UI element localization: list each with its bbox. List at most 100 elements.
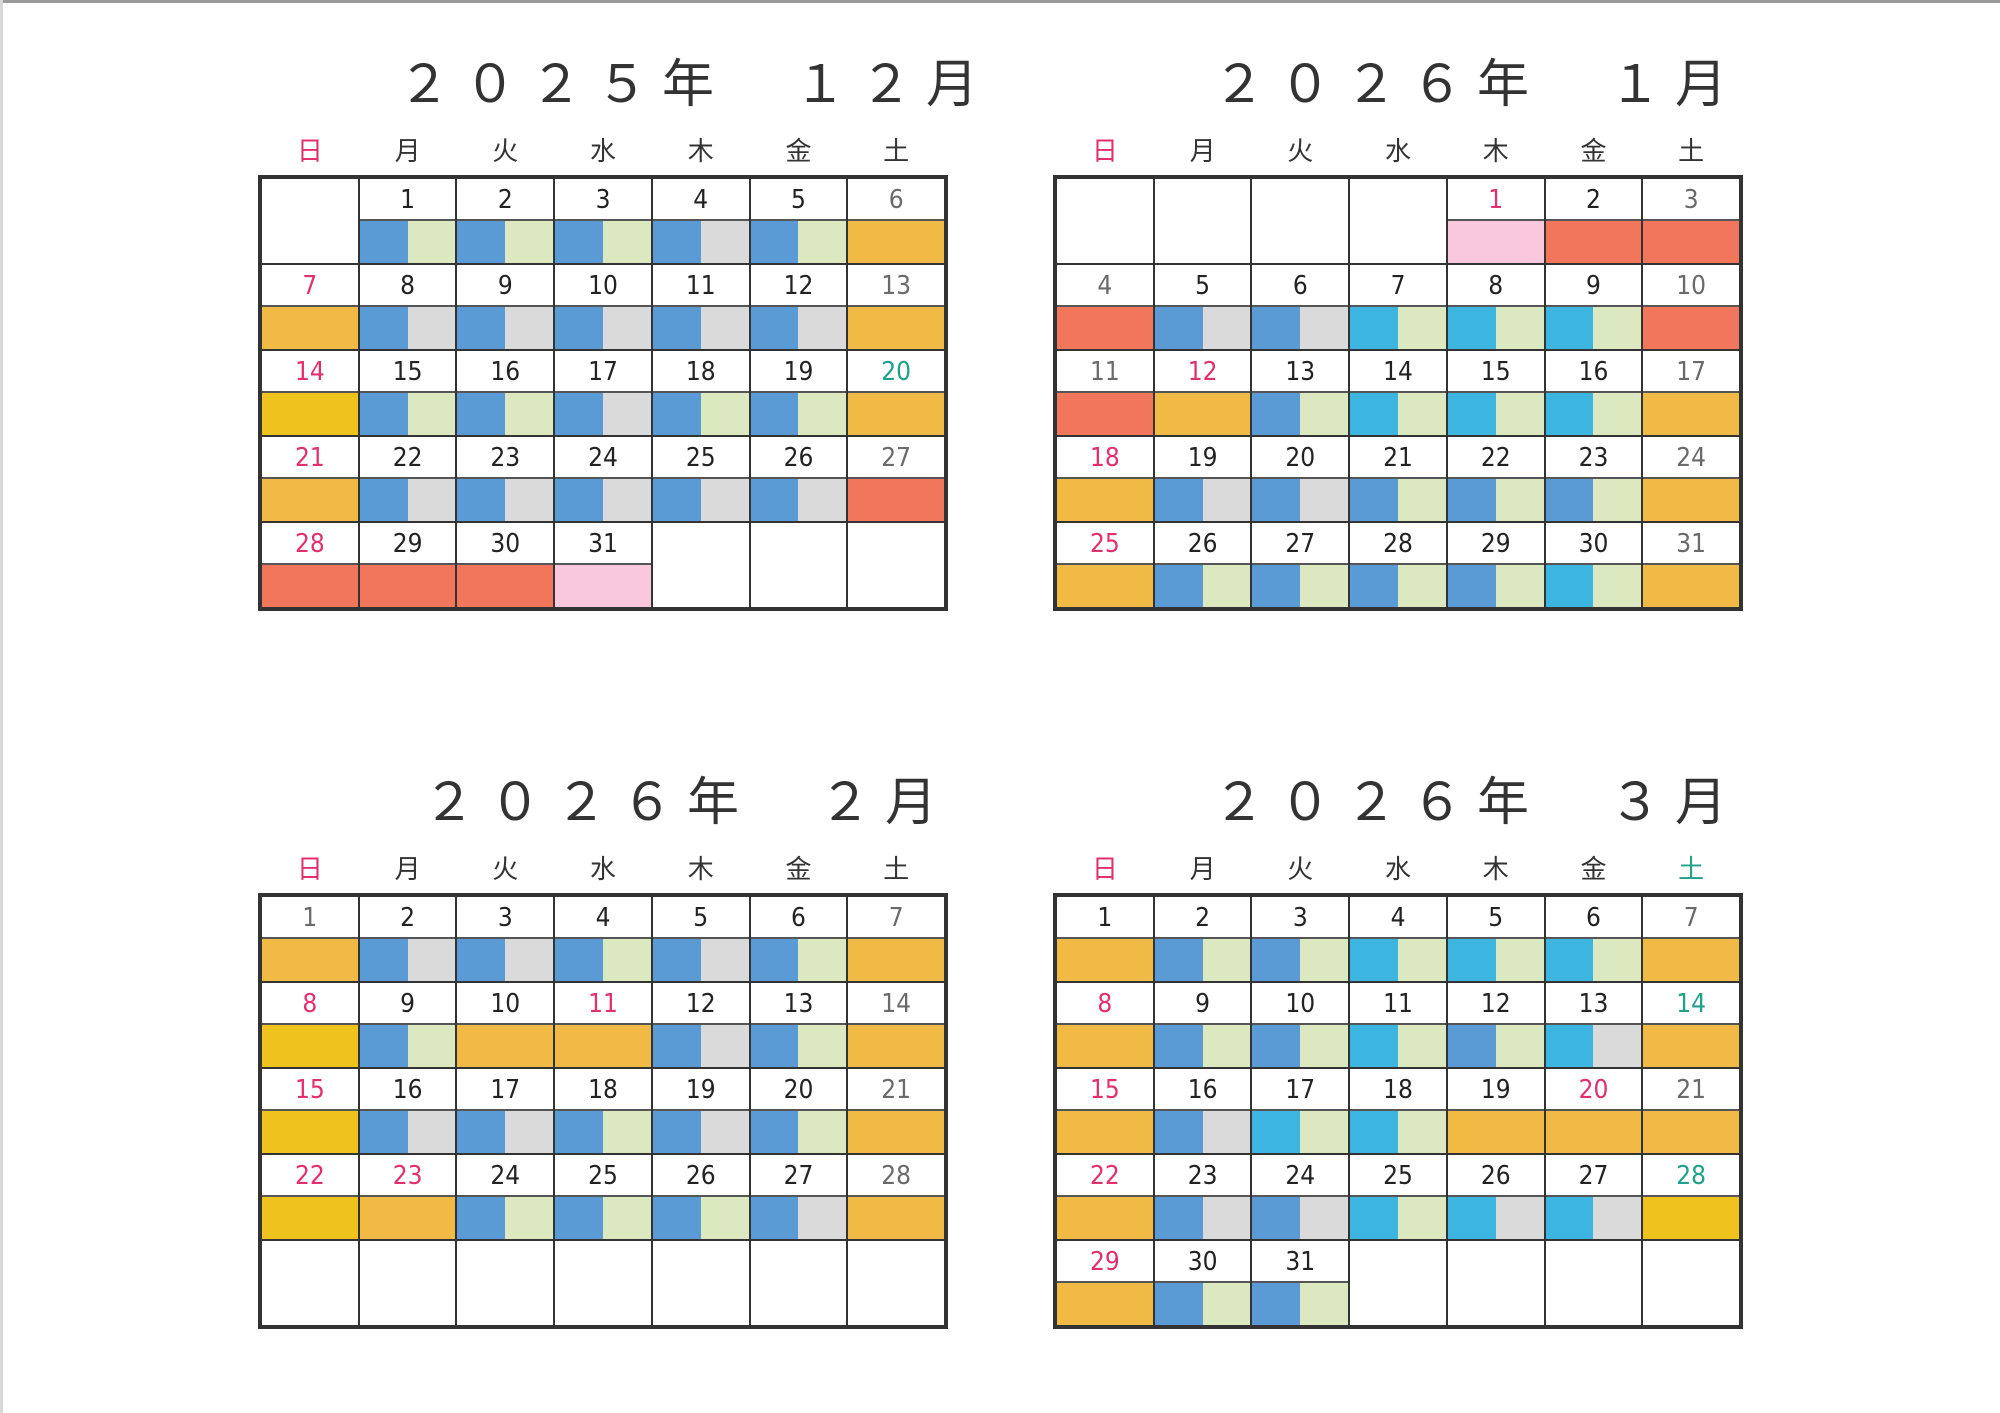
schedule-segment [848, 307, 945, 349]
schedule-segment [1495, 479, 1544, 521]
schedule-segment [652, 307, 701, 349]
day-cell: 10 [1641, 265, 1740, 349]
schedule-segment [1252, 307, 1301, 349]
day-number: 2 [1545, 179, 1642, 221]
schedule-bar [1350, 221, 1446, 263]
schedule-bar [555, 1025, 651, 1067]
schedule-bar [262, 479, 358, 521]
weekday-label: 水 [590, 855, 617, 885]
day-number: 1 [262, 897, 358, 939]
day-cell: 13 [1250, 351, 1349, 435]
day-number: 10 [555, 265, 651, 307]
schedule-segment [1350, 393, 1399, 435]
schedule-segment [603, 393, 651, 435]
weekday-label: 木 [687, 855, 714, 885]
schedule-segment [1593, 1025, 1642, 1067]
schedule-bar [555, 393, 651, 435]
day-cell: 5 [1152, 265, 1251, 349]
schedule-bar [1057, 1197, 1153, 1239]
schedule-segment [1643, 939, 1740, 981]
schedule-segment [1495, 939, 1544, 981]
weekday-label: 月 [394, 855, 421, 885]
schedule-bar [848, 565, 944, 607]
schedule-bar [262, 393, 358, 435]
schedule-segment [1350, 939, 1399, 981]
empty-cell [846, 1241, 944, 1325]
day-cell: 22 [1057, 1155, 1153, 1239]
day-number: 29 [1447, 523, 1544, 565]
schedule-segment [1643, 1111, 1740, 1153]
schedule-segment [407, 221, 456, 263]
weekday-label: 木 [1482, 855, 1509, 885]
day-cell: 10 [1250, 983, 1349, 1067]
day-cell: 20 [846, 351, 945, 435]
day-number: 30 [457, 523, 554, 565]
weekday-label: 金 [1580, 855, 1607, 885]
day-cell: 22 [1445, 437, 1544, 521]
schedule-bar [359, 221, 456, 263]
schedule-segment [798, 307, 847, 349]
top-border-line [0, 0, 2000, 3]
schedule-bar [653, 1283, 749, 1325]
schedule-segment [798, 939, 847, 981]
day-number: 26 [1154, 523, 1251, 565]
schedule-segment [603, 939, 651, 981]
weekday-label: 金 [785, 855, 812, 885]
day-cell: 14 [846, 983, 945, 1067]
schedule-bar [750, 307, 847, 349]
day-cell: 3 [553, 179, 651, 263]
schedule-bar [1545, 1111, 1642, 1153]
schedule-bar [1545, 221, 1642, 263]
week-row: 11 12 13 14 15 16 17 [1057, 349, 1740, 435]
day-cell: 29 [1057, 1241, 1153, 1325]
schedule-segment [848, 939, 945, 981]
calendar-grid: 1 2 3 4 5 6 7 8 9 10 11 12 13 14 15 16 17 18 19 20 21 22 23 24 2… [258, 893, 948, 1329]
schedule-segment [555, 393, 604, 435]
day-cell: 17 [455, 1069, 554, 1153]
day-number: 14 [262, 351, 358, 393]
day-cell: 27 [846, 437, 945, 521]
schedule-bar [1154, 1025, 1251, 1067]
day-cell: 23 [1543, 437, 1642, 521]
day-number: 9 [1545, 265, 1642, 307]
schedule-bar [1154, 1111, 1251, 1153]
day-cell: 6 [748, 897, 847, 981]
schedule-segment [555, 221, 604, 263]
schedule-bar [1057, 479, 1153, 521]
day-number: 1 [359, 179, 456, 221]
day-cell: 18 [650, 351, 749, 435]
schedule-segment [1593, 307, 1642, 349]
day-number: 7 [262, 265, 358, 307]
schedule-bar [1350, 1197, 1446, 1239]
day-number: 4 [1350, 897, 1446, 939]
schedule-bar [1252, 479, 1349, 521]
schedule-segment [262, 939, 358, 981]
day-number: 29 [1057, 1241, 1153, 1283]
weekday-label: 金 [785, 137, 812, 167]
day-number: 20 [750, 1069, 847, 1111]
schedule-segment [1252, 393, 1301, 435]
schedule-bar [1350, 1025, 1446, 1067]
schedule-segment [457, 1197, 506, 1239]
month-title: ２０２５年 １２月 [398, 55, 993, 115]
empty-cell [262, 1241, 358, 1325]
schedule-segment [1593, 1197, 1642, 1239]
schedule-bar [848, 1197, 945, 1239]
day-number: 20 [1545, 1069, 1642, 1111]
schedule-segment [1202, 307, 1251, 349]
schedule-segment [1300, 1025, 1349, 1067]
day-cell: 7 [262, 265, 358, 349]
day-cell: 14 [262, 351, 358, 435]
schedule-segment [505, 1111, 554, 1153]
day-number: 11 [1350, 983, 1446, 1025]
schedule-bar [652, 1197, 749, 1239]
day-number: 21 [848, 1069, 945, 1111]
day-cell: 25 [650, 437, 749, 521]
day-number: 28 [262, 523, 358, 565]
day-cell: 18 [1348, 1069, 1446, 1153]
schedule-segment [1202, 565, 1251, 607]
day-number [555, 1241, 651, 1283]
week-row: 25 26 27 28 29 30 31 [1057, 521, 1740, 607]
schedule-bar [652, 1025, 749, 1067]
day-number: 4 [555, 897, 651, 939]
